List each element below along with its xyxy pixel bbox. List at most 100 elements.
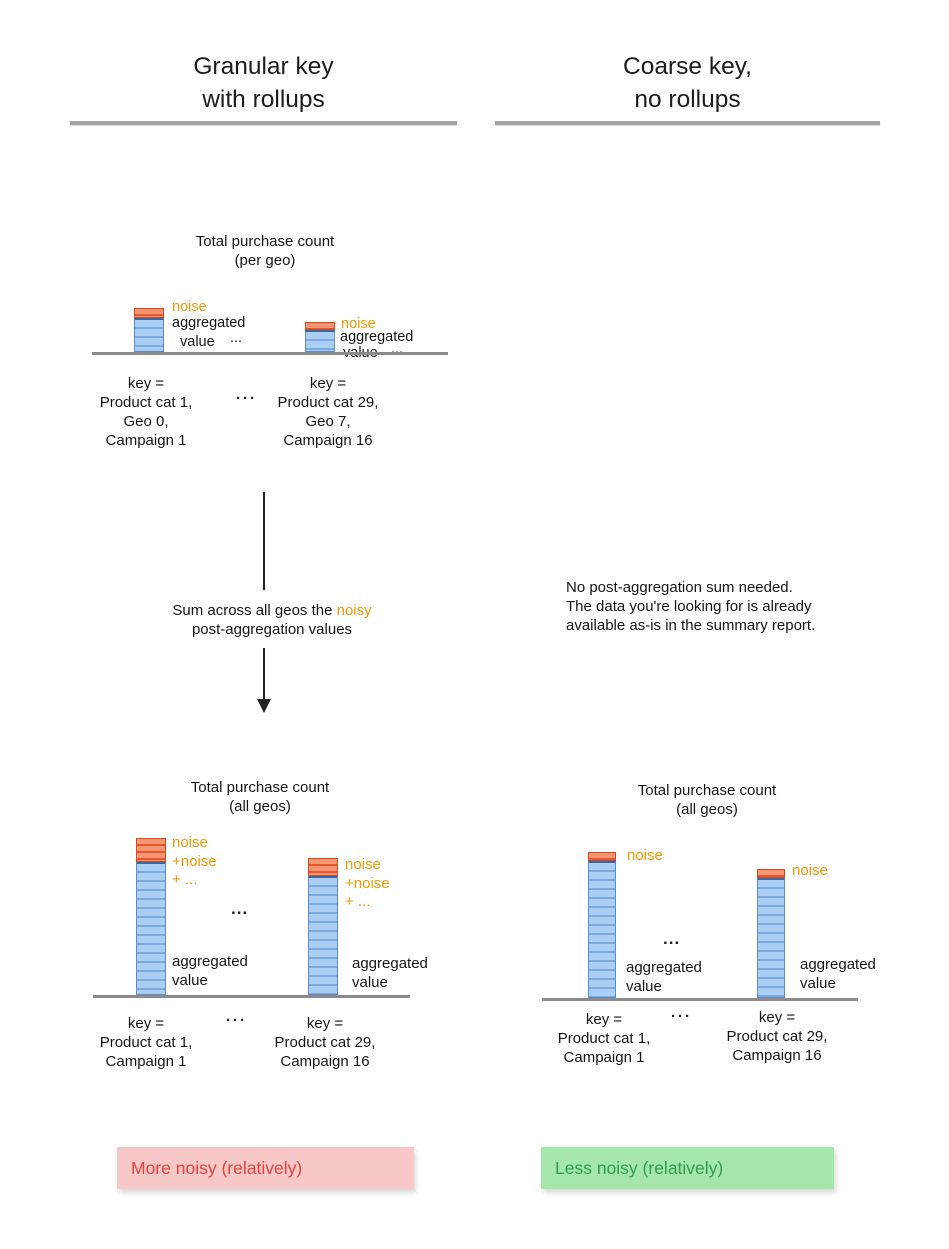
noise-label: + ... — [345, 893, 371, 910]
more-noisy-label: More noisy (relatively) — [131, 1157, 303, 1178]
top-chart-bar-2 — [305, 322, 335, 352]
aggregated-value-label: aggregated value — [352, 954, 428, 992]
key-line: Product cat 1, — [99, 394, 193, 411]
column-header-right: Coarse key, no rollups — [495, 50, 880, 116]
bottom-right-bar-1 — [588, 852, 616, 998]
value-label: value — [172, 972, 208, 989]
aggregated-label: aggregated — [800, 956, 876, 973]
aggregated-label: aggregated — [172, 315, 246, 331]
arrow-shaft-bottom — [263, 648, 265, 700]
bottom-left-chart-axis — [93, 995, 410, 998]
bottom-right-chart-title: Total purchase count (all geos) — [607, 781, 807, 819]
noise-stack-label: noise +noise + ... — [172, 834, 217, 890]
aggregated-label: aggregated — [172, 953, 248, 970]
noise-label: +noise — [345, 874, 390, 892]
top-chart-key-2: key = Product cat 29, Geo 7, Campaign 16 — [248, 374, 408, 450]
aggregated-value-label: aggregated value — [626, 958, 702, 996]
key-line: Campaign 1 — [563, 1049, 645, 1066]
top-chart-title-line2: (per geo) — [234, 252, 296, 269]
noise-segment — [134, 308, 164, 318]
key-line: key = — [127, 375, 165, 392]
noise-stack-label: noise +noise + ... — [345, 856, 390, 912]
bl-title-line2: (all geos) — [229, 798, 291, 815]
aggregated-segment — [305, 330, 335, 352]
keys-ellipsis: ··· — [671, 1008, 692, 1025]
key-line: Geo 7, — [305, 413, 351, 430]
noise-label: + ... — [172, 871, 198, 888]
noise-label: noise — [345, 856, 381, 873]
column-header-left-line2: with rollups — [202, 86, 325, 113]
aggregated-label: aggregated — [626, 959, 702, 976]
sum-caption-prefix: Sum across all geos the — [172, 602, 337, 619]
arrow-shaft-top — [263, 492, 265, 590]
sum-caption-noisy: noisy — [336, 602, 372, 619]
top-chart-key-1: key = Product cat 1, Geo 0, Campaign 1 — [66, 374, 226, 450]
noise-label: noise — [627, 847, 663, 864]
sum-caption-line2: post-aggregation values — [191, 621, 353, 638]
aggregated-segment — [134, 318, 164, 352]
noise-label: noise — [341, 316, 376, 332]
sum-caption: Sum across all geos the noisy post-aggre… — [122, 601, 422, 639]
top-chart-title: Total purchase count (per geo) — [165, 232, 365, 270]
no-sum-note: No post-aggregation sum needed. The data… — [566, 578, 896, 635]
key-line: Geo 0, — [123, 413, 169, 430]
noise-label: +noise — [172, 852, 217, 870]
note-line2: The data you're looking for is already — [566, 598, 812, 615]
bottom-left-chart-title: Total purchase count (all geos) — [160, 778, 360, 816]
br-title-line2: (all geos) — [676, 801, 738, 818]
bottom-left-key-2: key = Product cat 29, Campaign 16 — [240, 1014, 410, 1071]
key-line: key = — [585, 1011, 623, 1028]
column-header-right-line2: no rollups — [634, 86, 741, 113]
more-bars-ellipsis: ... — [231, 899, 249, 918]
aggregated-label: aggregated — [352, 955, 428, 972]
key-line: Product cat 29, — [274, 1034, 376, 1051]
value-label: value — [180, 334, 215, 350]
noise-label: noise — [172, 299, 207, 315]
bottom-left-key-1: key = Product cat 1, Campaign 1 — [61, 1014, 231, 1071]
noise-segment — [757, 869, 785, 878]
key-line: Campaign 16 — [732, 1047, 822, 1064]
key-line: Campaign 16 — [283, 432, 373, 449]
key-line: Product cat 29, — [277, 394, 379, 411]
value-label: value — [626, 978, 662, 995]
value-label: value — [352, 974, 388, 991]
bottom-left-bar-2 — [308, 858, 338, 995]
bottom-right-bar-2 — [757, 869, 785, 998]
less-noisy-label: Less noisy (relatively) — [555, 1157, 724, 1178]
aggregated-segment — [757, 878, 785, 998]
noise-segment — [305, 322, 335, 330]
sum-caption-line1: Sum across all geos the noisy — [122, 601, 422, 620]
key-line: key = — [758, 1009, 796, 1026]
noise-segment — [136, 838, 166, 862]
more-bars-ellipsis: ... — [663, 929, 681, 948]
note-line1: No post-aggregation sum needed. — [566, 579, 793, 596]
note-line3: available as-is in the summary report. — [566, 617, 816, 634]
header-underline-left — [70, 121, 457, 125]
key-line: key = — [127, 1015, 165, 1032]
aggregated-value-label: aggregated value — [800, 955, 876, 993]
bottom-right-key-1: key = Product cat 1, Campaign 1 — [519, 1010, 689, 1067]
noise-segment — [308, 858, 338, 876]
bl-title-line1: Total purchase count — [190, 779, 330, 796]
noise-segment — [588, 852, 616, 861]
aggregated-segment — [136, 862, 166, 995]
top-chart-title-line1: Total purchase count — [195, 233, 335, 250]
noise-label: noise — [172, 834, 208, 851]
more-noisy-badge: More noisy (relatively) — [117, 1147, 414, 1189]
keys-ellipsis: ··· — [226, 1012, 247, 1029]
top-chart-axis — [92, 352, 448, 355]
arrow-head-icon — [257, 699, 271, 713]
key-line: Product cat 29, — [726, 1028, 828, 1045]
top-chart-bar-1 — [134, 308, 164, 352]
keys-ellipsis: ··· — [236, 390, 257, 407]
noise-label: noise — [792, 862, 828, 879]
more-bars-ellipsis: ... — [230, 330, 243, 346]
bottom-right-chart-axis — [542, 998, 858, 1001]
aggregated-segment — [588, 861, 616, 998]
key-line: Product cat 1, — [99, 1034, 193, 1051]
key-line: Product cat 1, — [557, 1030, 651, 1047]
key-line: Campaign 1 — [105, 1053, 187, 1070]
column-header-left: Granular key with rollups — [70, 50, 457, 116]
less-noisy-badge: Less noisy (relatively) — [541, 1147, 834, 1189]
